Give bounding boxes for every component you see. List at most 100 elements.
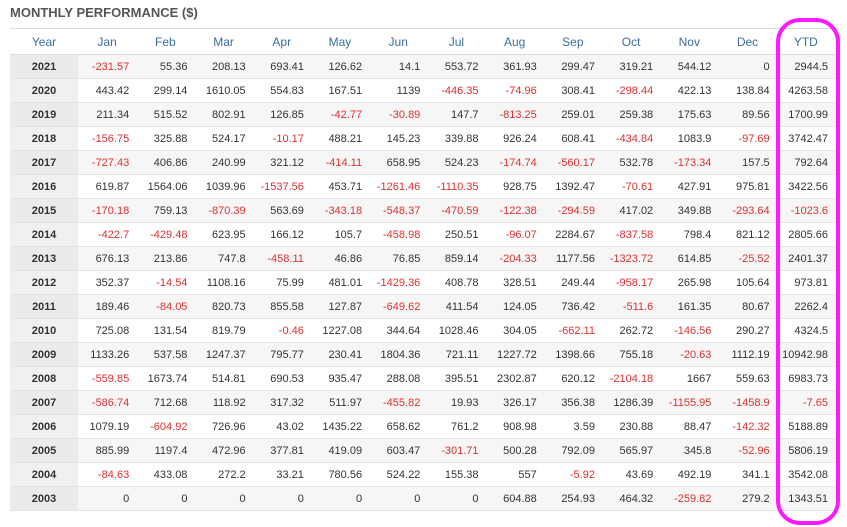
value-cell: 326.17 (485, 390, 544, 415)
year-cell: 2013 (10, 246, 78, 271)
value-cell: 1564.06 (136, 174, 195, 199)
value-cell: 604.88 (485, 486, 544, 511)
value-cell: 33.21 (252, 462, 311, 487)
value-cell: 395.51 (427, 366, 486, 391)
value-cell: 240.99 (194, 150, 253, 175)
value-cell: 419.09 (310, 438, 370, 463)
performance-table: Year Jan Feb Mar Apr May Jun Jul Aug Sep Oct Nov Dec… (10, 28, 835, 511)
value-cell: 1610.05 (194, 78, 253, 103)
value-cell: 43.69 (601, 462, 661, 487)
value-cell: 472.96 (194, 438, 253, 463)
value-cell: -97.69 (718, 126, 777, 151)
year-cell: 2020 (10, 78, 78, 103)
value-cell: 755.18 (601, 342, 661, 367)
value-cell: 0 (427, 486, 486, 511)
value-cell: 2805.66 (776, 222, 835, 247)
column-header: Dec (718, 28, 777, 55)
table-row: 2008 -559.85 1673.74 514.81 690.53 935.47 288.… (10, 366, 835, 391)
value-cell: -434.84 (601, 126, 661, 151)
value-cell: -142.32 (718, 414, 777, 439)
table-row: 2011 189.46 -84.05 820.73 855.58 127.87 -649.6… (10, 294, 835, 319)
value-cell: 166.12 (252, 222, 311, 247)
value-cell: 161.35 (660, 294, 719, 319)
value-cell: 792.09 (543, 438, 602, 463)
value-cell: 127.87 (310, 294, 370, 319)
value-cell: 690.53 (252, 366, 311, 391)
value-cell: 603.47 (369, 438, 428, 463)
column-header: Mar (194, 28, 253, 55)
value-cell: 6983.73 (776, 366, 835, 391)
year-cell: 2015 (10, 198, 78, 223)
year-cell: 2005 (10, 438, 78, 463)
column-header: Oct (601, 28, 661, 55)
value-cell: -30.89 (369, 102, 428, 127)
year-cell: 2008 (10, 366, 78, 391)
value-cell: 126.85 (252, 102, 311, 127)
value-cell: 1083.9 (660, 126, 719, 151)
value-cell: -84.05 (136, 294, 195, 319)
value-cell: -52.96 (718, 438, 777, 463)
value-cell: 0 (194, 486, 253, 511)
value-cell: -470.59 (427, 198, 486, 223)
value-cell: -70.61 (601, 174, 661, 199)
value-cell: 319.21 (601, 54, 661, 79)
value-cell: 345.8 (660, 438, 719, 463)
value-cell: 1667 (660, 366, 719, 391)
value-cell: 820.73 (194, 294, 253, 319)
table-row: 2012 352.37 -14.54 1108.16 75.99 481.01 -1429.… (10, 270, 835, 295)
value-cell: 1177.56 (543, 246, 602, 271)
value-cell: 658.62 (369, 414, 428, 439)
column-header: Feb (136, 28, 195, 55)
value-cell: -7.65 (776, 390, 835, 415)
table-row: 2003 0 0 0 0 0 0 0 604.88 254.93 464.32 -259.82 279.… (10, 486, 835, 511)
value-cell: -1110.35 (427, 174, 486, 199)
value-cell: -446.35 (427, 78, 486, 103)
table-row: 2010 725.08 131.54 819.79 -0.46 1227.08 344.64… (10, 318, 835, 343)
value-cell: 411.54 (427, 294, 486, 319)
value-cell: 361.93 (485, 54, 544, 79)
value-cell: 2944.5 (776, 54, 835, 79)
value-cell: 1028.46 (427, 318, 486, 343)
value-cell: 819.79 (194, 318, 253, 343)
value-cell: 619.87 (78, 174, 137, 199)
year-cell: 2009 (10, 342, 78, 367)
table-row: 2019 211.34 515.52 802.91 126.85 -42.77 -30.89… (10, 102, 835, 127)
column-header: Year (10, 28, 78, 55)
value-cell: -84.63 (78, 462, 137, 487)
value-cell: -0.46 (252, 318, 311, 343)
value-cell: 138.84 (718, 78, 777, 103)
value-cell: -511.6 (601, 294, 661, 319)
value-cell: 500.28 (485, 438, 544, 463)
value-cell: 254.93 (543, 486, 602, 511)
value-cell: 821.12 (718, 222, 777, 247)
value-cell: -10.17 (252, 126, 311, 151)
value-cell: 614.85 (660, 246, 719, 271)
value-cell: -649.62 (369, 294, 428, 319)
value-cell: -727.43 (78, 150, 137, 175)
value-cell: -1323.72 (601, 246, 661, 271)
value-cell: 5188.89 (776, 414, 835, 439)
value-cell: 1112.19 (718, 342, 777, 367)
value-cell: 0 (136, 486, 195, 511)
value-cell: 1286.39 (601, 390, 661, 415)
value-cell: 926.24 (485, 126, 544, 151)
column-header: Nov (660, 28, 719, 55)
value-cell: 443.42 (78, 78, 137, 103)
year-cell: 2021 (10, 54, 78, 79)
value-cell: -662.11 (543, 318, 602, 343)
value-cell: 105.7 (310, 222, 370, 247)
value-cell: 3542.08 (776, 462, 835, 487)
value-cell: -1458.9 (718, 390, 777, 415)
value-cell: 802.91 (194, 102, 253, 127)
value-cell: -813.25 (485, 102, 544, 127)
value-cell: 623.95 (194, 222, 253, 247)
value-cell: 5806.19 (776, 438, 835, 463)
value-cell: 10942.98 (776, 342, 835, 367)
value-cell: 356.38 (543, 390, 602, 415)
table-row: 2005 885.99 1197.4 472.96 377.81 419.09 603.47… (10, 438, 835, 463)
value-cell: 514.81 (194, 366, 253, 391)
value-cell: -429.48 (136, 222, 195, 247)
value-cell: 515.52 (136, 102, 195, 127)
value-cell: 0 (252, 486, 311, 511)
value-cell: -231.57 (78, 54, 137, 79)
